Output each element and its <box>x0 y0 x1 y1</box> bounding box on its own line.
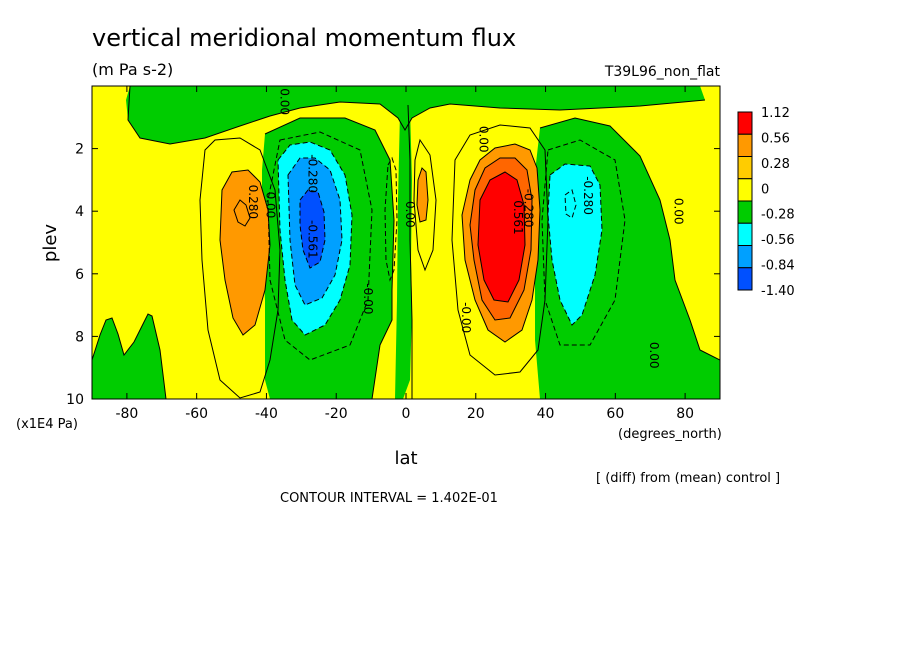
region-north-cyan <box>548 164 602 325</box>
contour-label: -0.280 <box>305 154 319 193</box>
contour-label: 0.561 <box>511 200 525 234</box>
region-south-orange <box>220 170 270 335</box>
contour-label: -0.280 <box>581 176 595 215</box>
x-tick-label: 20 <box>467 406 485 422</box>
x-axis-unit: (degrees_north) <box>618 427 722 442</box>
contour-label: -0.00 <box>459 302 473 333</box>
footnote: [ (diff) from (mean) control ] <box>596 471 780 486</box>
legend-label: 0.28 <box>761 157 790 172</box>
y-tick-label: 2 <box>75 142 84 158</box>
contour-label: 0.00 <box>403 201 417 228</box>
contour-label: 0.00 <box>672 198 686 225</box>
legend-swatch <box>737 111 753 135</box>
legend-swatch <box>737 245 753 269</box>
x-tick-label: 80 <box>676 406 694 422</box>
contour-label: -0.00 <box>361 283 375 314</box>
contour-label: -0.561 <box>305 220 319 259</box>
region-top-green <box>126 86 705 144</box>
contour-lines <box>92 86 720 399</box>
contour-label: -0.280 <box>522 189 536 228</box>
x-tick-label: -40 <box>255 406 278 422</box>
contour-interval: CONTOUR INTERVAL = 1.402E-01 <box>280 491 498 506</box>
legend-swatch <box>737 200 753 224</box>
chart-title: vertical meridional momentum flux <box>92 24 516 52</box>
run-label: T39L96_non_flat <box>604 64 721 80</box>
contour-lines-negative <box>267 131 626 361</box>
legend-swatch <box>737 267 753 291</box>
y-tick-label: 8 <box>75 329 84 345</box>
contour-label: 0.00 <box>263 192 277 219</box>
legend-label: 0 <box>761 182 769 197</box>
region-north-red <box>478 172 525 302</box>
chart-units: (m Pa s-2) <box>92 60 173 79</box>
contour-label: 0.280 <box>246 185 260 219</box>
color-legend: 1.12 0.56 0.28 0 -0.28 -0.56 -0.84 -1.40 <box>737 106 795 299</box>
y-axis-label: plev <box>40 224 61 263</box>
x-tick-label: -60 <box>185 406 208 422</box>
y-tick-label: 10 <box>66 392 84 408</box>
legend-label: -0.84 <box>761 259 795 274</box>
contour-label: 0.00 <box>277 88 291 115</box>
legend-swatch <box>737 222 753 246</box>
region-southwest-green <box>92 314 166 399</box>
x-axis-label: lat <box>394 448 417 469</box>
region-center-green <box>395 108 412 399</box>
legend-swatch <box>737 156 753 180</box>
x-axis: -80 -60 -40 -20 0 20 40 60 80 <box>115 86 694 422</box>
x-tick-label: -80 <box>115 406 138 422</box>
x-tick-label: 60 <box>606 406 624 422</box>
region-center-orange <box>417 168 428 222</box>
x-tick-label: 0 <box>402 406 411 422</box>
contour-label: 0.00 <box>476 126 490 153</box>
legend-swatch <box>737 133 753 157</box>
legend-swatch <box>737 178 753 202</box>
y-axis: 2 4 6 8 10 <box>66 142 720 408</box>
region-south-blue <box>300 190 325 268</box>
legend-label: 1.12 <box>761 106 790 121</box>
y-axis-unit: (x1E4 Pa) <box>16 417 78 432</box>
y-tick-label: 4 <box>75 204 84 220</box>
contour-label: 0.00 <box>647 342 661 369</box>
legend-label: -1.40 <box>761 284 795 299</box>
legend-label: -0.28 <box>761 208 795 223</box>
legend-label: -0.56 <box>761 233 795 248</box>
x-tick-label: 40 <box>537 406 555 422</box>
x-tick-label: -20 <box>325 406 348 422</box>
y-tick-label: 6 <box>75 267 84 283</box>
legend-label: 0.56 <box>761 131 790 146</box>
